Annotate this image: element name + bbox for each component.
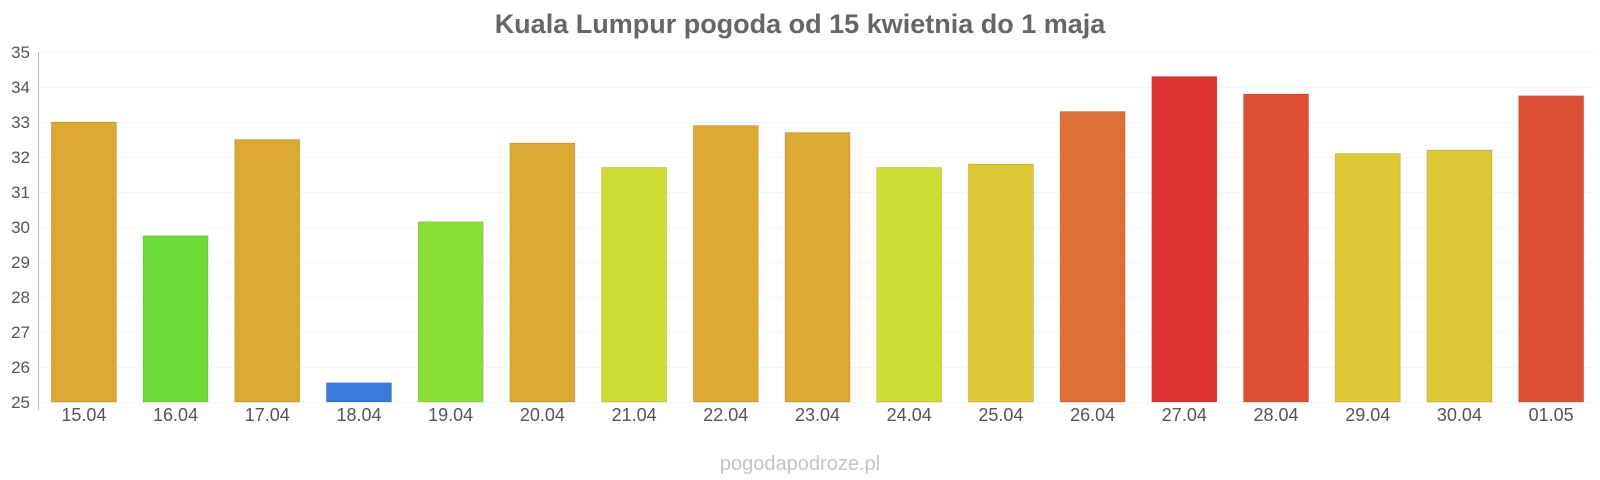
x-tick-label: 16.04 [153, 405, 198, 425]
x-tick-label: 21.04 [612, 405, 657, 425]
bar-17-04 [234, 139, 301, 403]
y-tick-label: 34 [11, 78, 30, 97]
x-tick-label: 17.04 [245, 405, 290, 425]
y-tick-label: 28 [11, 288, 30, 307]
x-tick-label: 15.04 [61, 405, 106, 425]
x-tick-label: 30.04 [1437, 405, 1482, 425]
x-tick-label: 25.04 [978, 405, 1023, 425]
y-tick-label: 32 [11, 148, 30, 167]
y-tick-label: 29 [11, 253, 30, 272]
y-tick-label: 33 [11, 113, 30, 132]
x-tick-label: 28.04 [1254, 405, 1299, 425]
bar-18-04 [325, 382, 393, 403]
bar-23-04 [784, 132, 851, 403]
y-tick-label: 26 [11, 358, 30, 377]
bar-26-04 [1059, 111, 1126, 403]
bar-16-04 [142, 235, 209, 403]
y-tick-label: 35 [11, 43, 30, 62]
y-axis-ticks: 25 26 27 28 29 30 31 32 33 34 35 [11, 43, 30, 412]
y-tick-label: 30 [11, 218, 30, 237]
x-tick-label: 23.04 [795, 405, 840, 425]
x-tick-label: 01.05 [1529, 405, 1574, 425]
bar-24-04 [876, 167, 943, 403]
x-tick-label: 19.04 [428, 405, 473, 425]
chart-title: Kuala Lumpur pogoda od 15 kwietnia do 1 … [495, 9, 1107, 39]
x-tick-label: 18.04 [336, 405, 381, 425]
bar-22-04 [692, 125, 759, 403]
watermark-credit: pogodapodroze.pl [720, 453, 880, 475]
x-tick-label: 29.04 [1345, 405, 1390, 425]
bar-01-05 [1518, 95, 1585, 403]
x-tick-label: 22.04 [703, 405, 748, 425]
bar-15-04 [50, 121, 117, 403]
bar-25-04 [967, 163, 1034, 403]
bar-30-04 [1426, 149, 1493, 403]
y-tick-label: 25 [11, 393, 30, 412]
bar-27-04 [1151, 76, 1218, 403]
x-axis-ticks: 15.04 16.04 17.04 18.04 19.04 20.04 21.04 22.04… [61, 405, 1573, 425]
bar-28-04 [1242, 93, 1310, 403]
bar-29-04 [1334, 153, 1401, 403]
x-tick-label: 26.04 [1070, 405, 1115, 425]
bars [50, 76, 1585, 403]
bar-20-04 [509, 142, 576, 403]
y-tick-label: 31 [11, 183, 30, 202]
bar-19-04 [417, 221, 484, 403]
y-tick-label: 27 [11, 323, 30, 342]
bar-21-04 [601, 167, 668, 403]
x-tick-label: 24.04 [887, 405, 932, 425]
x-tick-label: 20.04 [520, 405, 565, 425]
x-tick-label: 27.04 [1162, 405, 1207, 425]
